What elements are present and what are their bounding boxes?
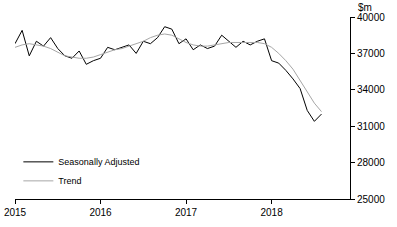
svg-text:$m: $m — [358, 2, 372, 13]
svg-text:2016: 2016 — [89, 207, 112, 218]
svg-text:2018: 2018 — [260, 207, 283, 218]
svg-text:37000: 37000 — [357, 48, 385, 59]
svg-text:2017: 2017 — [175, 207, 198, 218]
svg-text:Trend: Trend — [58, 176, 81, 186]
svg-text:31000: 31000 — [357, 121, 385, 132]
svg-text:40000: 40000 — [357, 12, 385, 23]
svg-text:28000: 28000 — [357, 157, 385, 168]
svg-text:34000: 34000 — [357, 84, 385, 95]
svg-text:2015: 2015 — [4, 207, 27, 218]
svg-text:Seasonally Adjusted: Seasonally Adjusted — [58, 157, 139, 167]
svg-text:25000: 25000 — [357, 194, 385, 205]
